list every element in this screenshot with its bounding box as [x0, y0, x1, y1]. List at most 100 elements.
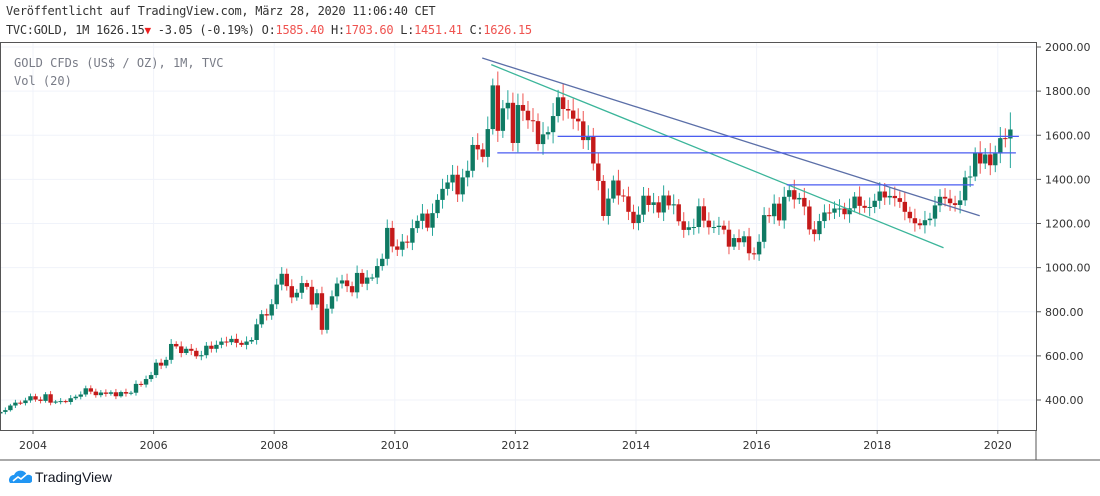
- candle: [741, 231, 747, 247]
- candle-body: [78, 394, 83, 397]
- candle: [244, 336, 249, 350]
- candle: [777, 197, 782, 226]
- candle: [143, 375, 149, 388]
- candle-body: [696, 206, 702, 228]
- candle: [947, 189, 953, 211]
- candle-body: [244, 341, 249, 345]
- symbol-info: TVC:GOLD, 1M 1626.15▼ -3.05 (-0.19%) O:1…: [6, 23, 532, 37]
- candle: [430, 203, 435, 236]
- candle-body: [309, 286, 315, 305]
- candle-body: [138, 383, 144, 385]
- candle-body: [902, 201, 908, 212]
- candle: [148, 371, 154, 382]
- candle-body: [515, 105, 521, 143]
- candle-body: [646, 195, 651, 205]
- candle-body: [947, 198, 953, 204]
- candle-body: [410, 228, 415, 243]
- candle-body: [756, 241, 762, 255]
- high-value: 1703.60: [344, 23, 394, 37]
- candle: [78, 391, 83, 400]
- published-text: Veröffentlicht auf TradingView.com, März…: [6, 4, 436, 18]
- candle: [922, 210, 928, 234]
- candle-body: [380, 258, 385, 267]
- candle-body: [596, 163, 601, 181]
- candle-body: [48, 394, 53, 403]
- candle-body: [797, 197, 802, 200]
- candle: [274, 278, 279, 309]
- candle-body: [505, 102, 511, 109]
- candle: [696, 198, 702, 234]
- candle: [847, 198, 852, 223]
- candle-body: [93, 391, 99, 396]
- candle-body: [671, 204, 676, 206]
- candle: [671, 194, 676, 215]
- candle-body: [500, 108, 506, 131]
- candle-body: [877, 191, 882, 201]
- high-label: H:: [330, 23, 345, 37]
- candle: [259, 310, 264, 328]
- candle: [38, 396, 43, 404]
- candle-body: [1008, 129, 1013, 139]
- candle-body: [983, 154, 988, 164]
- candle-body: [38, 399, 43, 401]
- y-tick-label: 600.00: [1045, 350, 1084, 363]
- candle: [641, 186, 646, 223]
- candle: [133, 380, 139, 396]
- candle: [822, 204, 827, 229]
- candle: [425, 209, 430, 232]
- candle-body: [249, 339, 254, 342]
- tradingview-logo[interactable]: TradingView: [8, 469, 112, 485]
- candle: [681, 212, 686, 238]
- candle: [666, 190, 671, 210]
- candle: [807, 200, 812, 235]
- candle: [153, 359, 159, 378]
- candle-body: [174, 343, 179, 347]
- candle-body: [586, 136, 591, 141]
- candle-body: [520, 105, 526, 111]
- candle: [58, 398, 63, 405]
- candle: [324, 304, 330, 334]
- candle-body: [761, 215, 767, 242]
- y-tick-label: 1000.00: [1045, 262, 1091, 275]
- candle-body: [530, 120, 536, 122]
- candle: [656, 196, 661, 218]
- candle: [158, 358, 164, 370]
- candle: [334, 277, 340, 302]
- candle: [676, 199, 681, 226]
- candle: [199, 350, 204, 361]
- candle-body: [445, 182, 450, 189]
- candle: [998, 127, 1003, 164]
- candle: [802, 187, 807, 216]
- low-value: 1451.41: [414, 23, 463, 37]
- candle-body: [711, 227, 717, 229]
- candle: [942, 188, 948, 207]
- candle-body: [560, 97, 566, 109]
- candle-body: [455, 174, 460, 195]
- candle-body: [168, 343, 174, 360]
- candle-body: [495, 85, 501, 131]
- candle-body: [641, 195, 646, 215]
- symbol-price: TVC:GOLD, 1M 1626.15: [6, 23, 145, 37]
- candle-body: [716, 225, 722, 228]
- candle: [555, 89, 561, 123]
- candle-body: [58, 401, 63, 403]
- candle-body: [545, 132, 551, 135]
- y-tick-label: 400.00: [1045, 394, 1084, 407]
- candle-body: [148, 375, 154, 380]
- candle: [993, 145, 998, 173]
- candle-body: [681, 221, 686, 230]
- candle: [611, 175, 616, 203]
- x-tick-label: 2008: [260, 439, 288, 452]
- candle-body: [882, 191, 887, 198]
- candle: [369, 273, 375, 281]
- candle: [887, 187, 892, 205]
- candle: [118, 390, 124, 398]
- candle: [8, 403, 13, 412]
- candle-body: [847, 208, 852, 215]
- candle-body: [199, 355, 204, 357]
- candle-body: [616, 180, 621, 196]
- candle-body: [229, 338, 234, 343]
- candle-body: [194, 350, 199, 357]
- candle: [515, 93, 521, 153]
